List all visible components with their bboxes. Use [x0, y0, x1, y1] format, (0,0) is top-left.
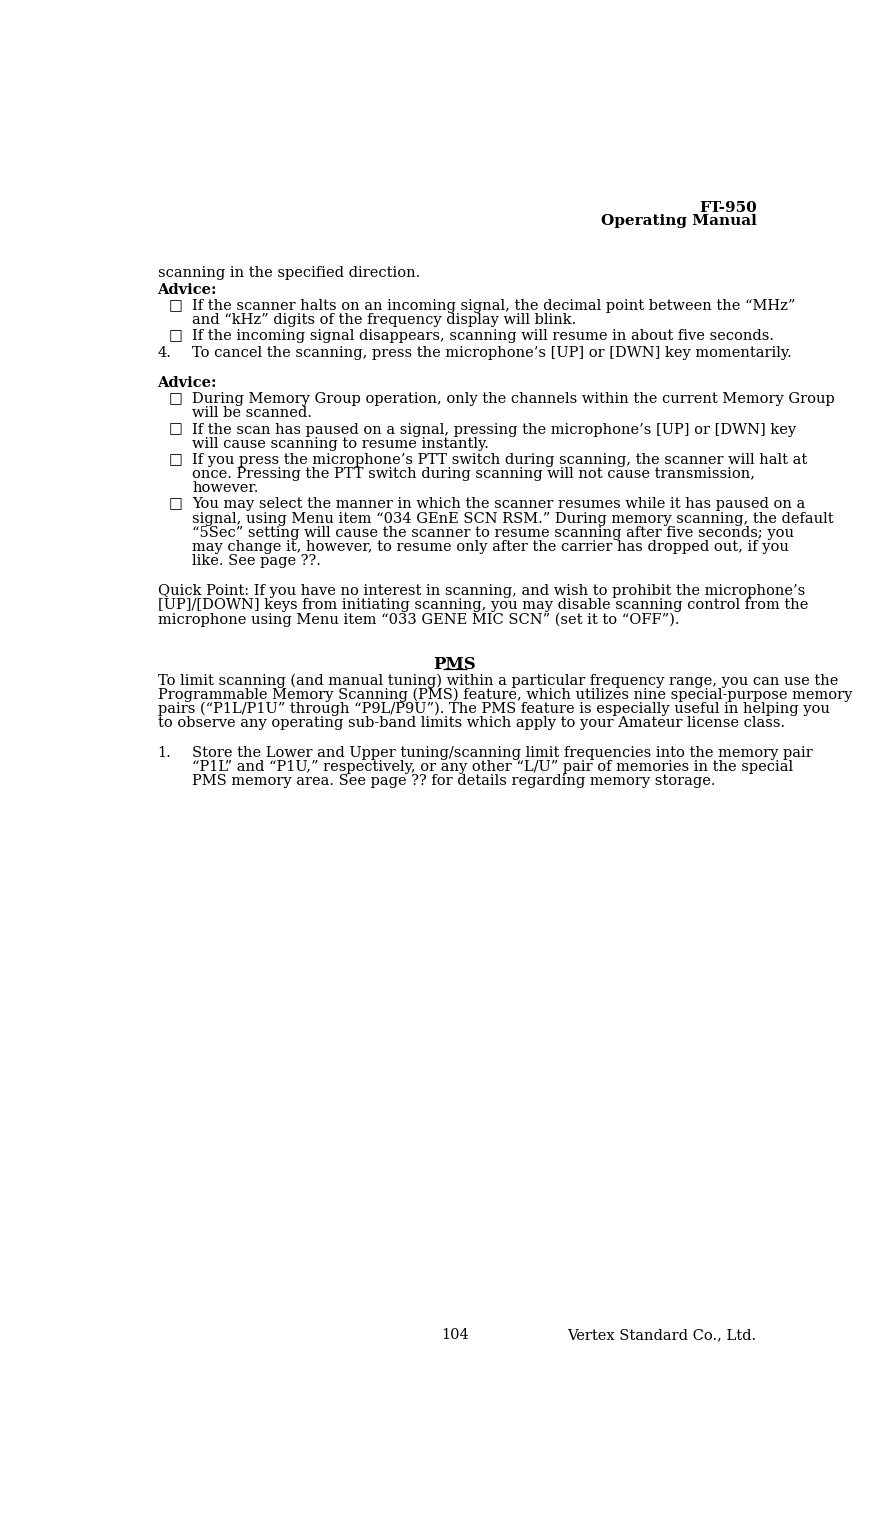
Text: like. See page ??.: like. See page ??. — [193, 554, 321, 569]
Text: however.: however. — [193, 482, 258, 496]
Text: 104: 104 — [441, 1328, 469, 1342]
Text: Operating Manual: Operating Manual — [600, 214, 757, 228]
Text: You may select the manner in which the scanner resumes while it has paused on a: You may select the manner in which the s… — [193, 497, 805, 511]
Text: and “kHz” digits of the frequency display will blink.: and “kHz” digits of the frequency displa… — [193, 314, 576, 327]
Text: If the scan has paused on a signal, pressing the microphone’s [UP] or [DWN] key: If the scan has paused on a signal, pres… — [193, 422, 797, 436]
Text: □: □ — [169, 329, 183, 343]
Text: signal, using Menu item “034 GEnE SCN RSM.” During memory scanning, the default: signal, using Menu item “034 GEnE SCN RS… — [193, 511, 834, 526]
Text: 1.: 1. — [157, 747, 171, 760]
Text: will be scanned.: will be scanned. — [193, 407, 313, 421]
Text: once. Pressing the PTT switch during scanning will not cause transmission,: once. Pressing the PTT switch during sca… — [193, 467, 756, 480]
Text: 4.: 4. — [157, 346, 171, 360]
Text: Advice:: Advice: — [157, 376, 217, 390]
Text: If you press the microphone’s PTT switch during scanning, the scanner will halt : If you press the microphone’s PTT switch… — [193, 453, 807, 467]
Text: Quick Point: If you have no interest in scanning, and wish to prohibit the micro: Quick Point: If you have no interest in … — [157, 584, 805, 598]
Text: □: □ — [169, 298, 183, 314]
Text: PMS: PMS — [433, 656, 477, 673]
Text: “P1L” and “P1U,” respectively, or any other “L/U” pair of memories in the specia: “P1L” and “P1U,” respectively, or any ot… — [193, 760, 794, 774]
Text: To cancel the scanning, press the microphone’s [UP] or [DWN] key momentarily.: To cancel the scanning, press the microp… — [193, 346, 792, 360]
Text: During Memory Group operation, only the channels within the current Memory Group: During Memory Group operation, only the … — [193, 392, 835, 405]
Text: Advice:: Advice: — [157, 283, 217, 297]
Text: will cause scanning to resume instantly.: will cause scanning to resume instantly. — [193, 436, 489, 451]
Text: If the incoming signal disappears, scanning will resume in about five seconds.: If the incoming signal disappears, scann… — [193, 329, 774, 343]
Text: may change it, however, to resume only after the carrier has dropped out, if you: may change it, however, to resume only a… — [193, 540, 789, 554]
Text: Vertex Standard Co., Ltd.: Vertex Standard Co., Ltd. — [567, 1328, 757, 1342]
Text: scanning in the specified direction.: scanning in the specified direction. — [157, 266, 420, 280]
Text: □: □ — [169, 392, 183, 405]
Text: To limit scanning (and manual tuning) within a particular frequency range, you c: To limit scanning (and manual tuning) wi… — [157, 673, 838, 687]
Text: [UP]/[DOWN] keys from initiating scanning, you may disable scanning control from: [UP]/[DOWN] keys from initiating scannin… — [157, 598, 808, 612]
Text: PMS memory area. See page ?? for details regarding memory storage.: PMS memory area. See page ?? for details… — [193, 774, 716, 788]
Text: pairs (“P1L/P1U” through “P9L/P9U”). The PMS feature is especially useful in hel: pairs (“P1L/P1U” through “P9L/P9U”). The… — [157, 702, 829, 716]
Text: FT-950: FT-950 — [699, 200, 757, 214]
Text: If the scanner halts on an incoming signal, the decimal point between the “MHz”: If the scanner halts on an incoming sign… — [193, 298, 796, 314]
Text: to observe any operating sub-band limits which apply to your Amateur license cla: to observe any operating sub-band limits… — [157, 716, 785, 730]
Text: □: □ — [169, 453, 183, 467]
Text: Store the Lower and Upper tuning/scanning limit frequencies into the memory pair: Store the Lower and Upper tuning/scannin… — [193, 747, 813, 760]
Text: Programmable Memory Scanning (PMS) feature, which utilizes nine special-purpose : Programmable Memory Scanning (PMS) featu… — [157, 687, 852, 702]
Text: □: □ — [169, 497, 183, 511]
Text: “5Sec” setting will cause the scanner to resume scanning after five seconds; you: “5Sec” setting will cause the scanner to… — [193, 526, 795, 540]
Text: □: □ — [169, 422, 183, 436]
Text: microphone using Menu item “033 GENE MIC SCN” (set it to “OFF”).: microphone using Menu item “033 GENE MIC… — [157, 612, 679, 627]
